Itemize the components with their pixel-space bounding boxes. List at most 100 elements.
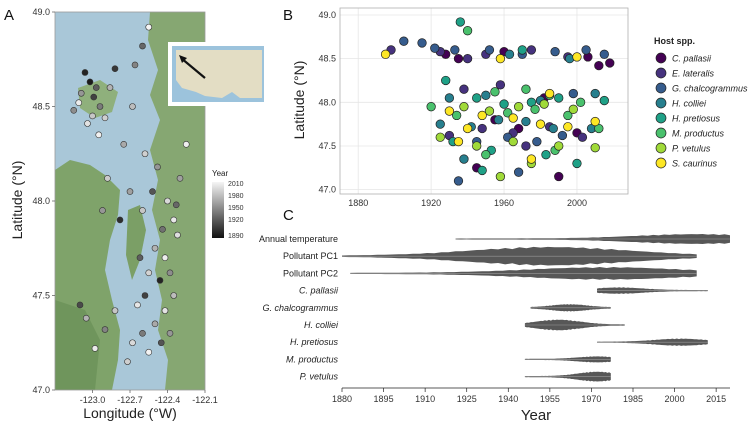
- map-point: [111, 307, 119, 314]
- b-legend-label: S. caurinus: [672, 159, 718, 169]
- map-point: [161, 307, 169, 314]
- c-row-label: H. pretiosus: [290, 337, 339, 347]
- b-y-tick-label: 48.5: [318, 54, 336, 64]
- c-row-label: C. pallasii: [299, 286, 339, 296]
- map-point: [96, 103, 104, 110]
- b-y-tick-label: 47.5: [318, 141, 336, 151]
- c-x-tick-label: 1970: [581, 394, 601, 404]
- map-point: [141, 292, 149, 299]
- land-south: [55, 300, 100, 390]
- map-point: [166, 329, 174, 337]
- land-peninsula: [126, 205, 146, 280]
- b-points: [380, 17, 615, 186]
- b-legend-swatch: [655, 52, 667, 64]
- map-point: [91, 345, 99, 352]
- b-point: [563, 122, 573, 132]
- map-y-axis-title: Latitude (°N): [9, 161, 25, 240]
- map-point: [81, 69, 89, 76]
- map-x-tick-label: -122.1: [192, 395, 218, 405]
- b-x-ticks: 1880 1920 1960 2000: [348, 198, 587, 208]
- b-point: [472, 141, 482, 151]
- map-legend-title: Year: [212, 169, 229, 178]
- map-point: [95, 131, 103, 139]
- b-point: [499, 99, 509, 109]
- map-point: [76, 301, 84, 309]
- map-points: [70, 23, 190, 365]
- b-point: [550, 47, 560, 57]
- b-y-axis-title: Latitude (°N): [291, 61, 307, 140]
- map-point: [149, 188, 156, 195]
- map-point: [129, 339, 136, 347]
- b-point: [581, 45, 591, 55]
- map-point: [164, 197, 171, 205]
- b-x-tick-label: 1960: [494, 198, 514, 208]
- b-legend-swatch: [655, 142, 667, 154]
- b-y-ticks: 47.0 47.5 48.0 48.5 49.0: [318, 10, 336, 195]
- map-x-tick-label: -123.0: [80, 395, 106, 405]
- panel-c-letter: C: [283, 207, 294, 224]
- map-point: [141, 150, 149, 158]
- panel-a-map: Year 2010 1980 1950 1920 1890 47.0 47.5 48…: [9, 7, 268, 421]
- b-point: [484, 106, 495, 116]
- c-row-label: Pollutant PC2: [283, 268, 338, 278]
- land-east: [148, 12, 205, 390]
- c-row-label: P. vetulus: [300, 372, 339, 382]
- b-point: [495, 80, 506, 90]
- b-x-tick-label: 1880: [348, 198, 368, 208]
- b-point: [380, 49, 391, 59]
- b-point: [441, 75, 451, 86]
- map-point: [134, 301, 141, 309]
- b-point: [417, 38, 427, 48]
- c-row-label: Annual temperature: [259, 234, 338, 244]
- b-point: [481, 150, 491, 160]
- map-point: [151, 320, 159, 328]
- map-point: [145, 348, 153, 356]
- b-point: [605, 58, 615, 68]
- map-legend-label: 1980: [228, 193, 244, 200]
- map-point: [166, 269, 174, 277]
- b-point: [554, 171, 564, 182]
- map-point: [89, 112, 96, 120]
- map-point: [84, 120, 91, 127]
- panel-b-letter: B: [283, 7, 293, 24]
- b-legend-swatch: [655, 82, 667, 94]
- map-point: [77, 89, 85, 97]
- map-point: [99, 207, 106, 214]
- b-point: [535, 119, 546, 129]
- map-point: [176, 175, 184, 182]
- b-point: [459, 84, 469, 94]
- b-x-tick-label: 2000: [567, 198, 587, 208]
- map-x-tick-label: -122.4: [155, 395, 181, 405]
- c-x-tick-label: 1880: [332, 394, 352, 404]
- panel-b-scatter: 47.0 47.5 48.0 48.5 49.0 1880 1920 1960 2000 La…: [291, 7, 748, 208]
- map-point: [139, 207, 146, 214]
- b-legend-label: C. pallasii: [672, 54, 712, 64]
- b-legend-swatch: [655, 97, 667, 109]
- b-point: [452, 110, 462, 121]
- b-point: [453, 136, 464, 147]
- b-legend-swatch: [655, 127, 667, 139]
- inset-land: [176, 50, 262, 98]
- b-x-tick-label: 1920: [421, 198, 441, 208]
- b-point: [455, 17, 465, 27]
- b-point: [544, 88, 555, 99]
- b-point: [399, 36, 409, 46]
- b-point: [508, 136, 518, 147]
- b-point: [590, 116, 600, 127]
- map-legend-label: 1920: [228, 217, 244, 224]
- b-y-tick-label: 47.0: [318, 185, 336, 195]
- b-point: [477, 165, 487, 176]
- b-point: [513, 167, 524, 177]
- b-point: [532, 136, 542, 147]
- b-point: [504, 49, 515, 59]
- b-point: [526, 154, 537, 164]
- map-point: [106, 84, 114, 91]
- map-point: [161, 254, 169, 262]
- b-point: [590, 88, 600, 99]
- b-point: [495, 171, 506, 182]
- b-point: [557, 130, 568, 141]
- b-point: [453, 53, 464, 64]
- c-row-label: M. productus: [286, 354, 339, 364]
- b-point: [575, 97, 586, 107]
